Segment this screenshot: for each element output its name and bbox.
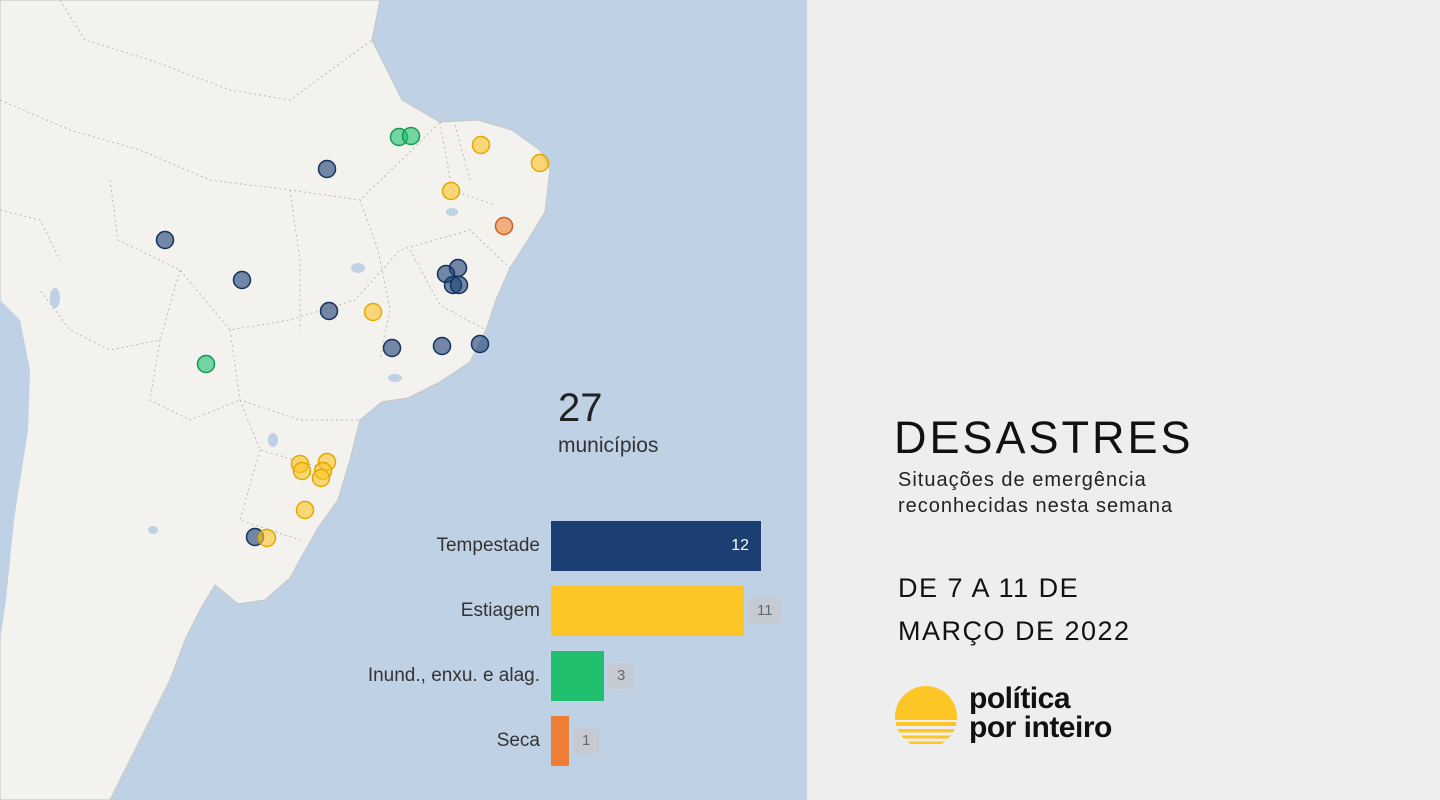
map-marker-estiagem[interactable] — [441, 181, 461, 201]
map-marker-tempestade[interactable] — [232, 270, 252, 290]
bar-category-label: Seca — [496, 730, 540, 751]
bar-row[interactable]: Seca 1 — [0, 716, 807, 766]
map-marker-tempestade[interactable] — [382, 338, 402, 358]
lake — [268, 433, 278, 447]
lake — [50, 288, 60, 308]
pacific-inlet — [0, 300, 30, 640]
map-marker-estiagem[interactable] — [292, 461, 312, 481]
bar-value-label: 11 — [748, 598, 782, 624]
map-marker-estiagem[interactable] — [311, 468, 331, 488]
bar-row[interactable]: Tempestade 12 — [0, 521, 807, 571]
lake — [388, 374, 402, 382]
bar-value-label: 3 — [608, 663, 635, 689]
map-marker-tempestade[interactable] — [449, 275, 469, 295]
map-marker-seca[interactable] — [494, 216, 514, 236]
map-marker-tempestade[interactable] — [432, 336, 452, 356]
headline: DESASTRES — [894, 412, 1194, 463]
lake — [351, 263, 365, 273]
bar-value-label: 1 — [573, 728, 600, 754]
bar[interactable] — [551, 651, 604, 701]
logo-text-line-1: política — [969, 682, 1071, 715]
subtitle-line-2: reconhecidas nesta semana — [898, 495, 1174, 517]
markers-layer — [155, 126, 550, 548]
total-unit-label: municípios — [558, 434, 659, 457]
total-count: 27 — [558, 386, 603, 430]
bar-row[interactable]: Estiagem 11 — [0, 586, 807, 636]
map-marker-inundacao[interactable] — [401, 126, 421, 146]
state-borders — [0, 0, 511, 541]
bar-value-label: 12 — [731, 537, 749, 554]
lake — [446, 208, 458, 216]
bar-row[interactable]: Inund., enxu. e alag. 3 — [0, 651, 807, 701]
map-marker-tempestade[interactable] — [319, 301, 339, 321]
brazil-map — [0, 0, 551, 800]
map-marker-estiagem[interactable] — [471, 135, 491, 155]
subtitle-line-1: Situações de emergência — [898, 469, 1147, 491]
map-marker-estiagem[interactable] — [295, 500, 315, 520]
map-marker-tempestade[interactable] — [317, 159, 337, 179]
bar[interactable] — [551, 586, 744, 636]
south-america-land — [0, 0, 551, 800]
map-marker-estiagem[interactable] — [363, 302, 383, 322]
bar[interactable] — [551, 716, 569, 766]
bar[interactable]: 12 — [551, 521, 761, 571]
date-range-line-1: DE 7 A 11 DE — [898, 573, 1080, 603]
bar-category-label: Tempestade — [436, 535, 540, 556]
bar-category-label: Inund., enxu. e alag. — [367, 665, 540, 686]
map-marker-estiagem[interactable] — [530, 153, 550, 173]
map-marker-tempestade[interactable] — [470, 334, 490, 354]
date-range-line-2: MARÇO DE 2022 — [898, 616, 1131, 646]
map-marker-inundacao[interactable] — [196, 354, 216, 374]
map-panel[interactable]: 27 municípios Tempestade 12 Estiagem 11 Inun… — [0, 0, 807, 800]
logo-text-line-2: por inteiro — [969, 711, 1112, 744]
map-marker-estiagem[interactable] — [257, 528, 277, 548]
bar-category-label: Estiagem — [460, 600, 540, 621]
sun-logo-icon — [895, 686, 957, 744]
lake — [148, 526, 158, 534]
map-marker-tempestade[interactable] — [155, 230, 175, 250]
